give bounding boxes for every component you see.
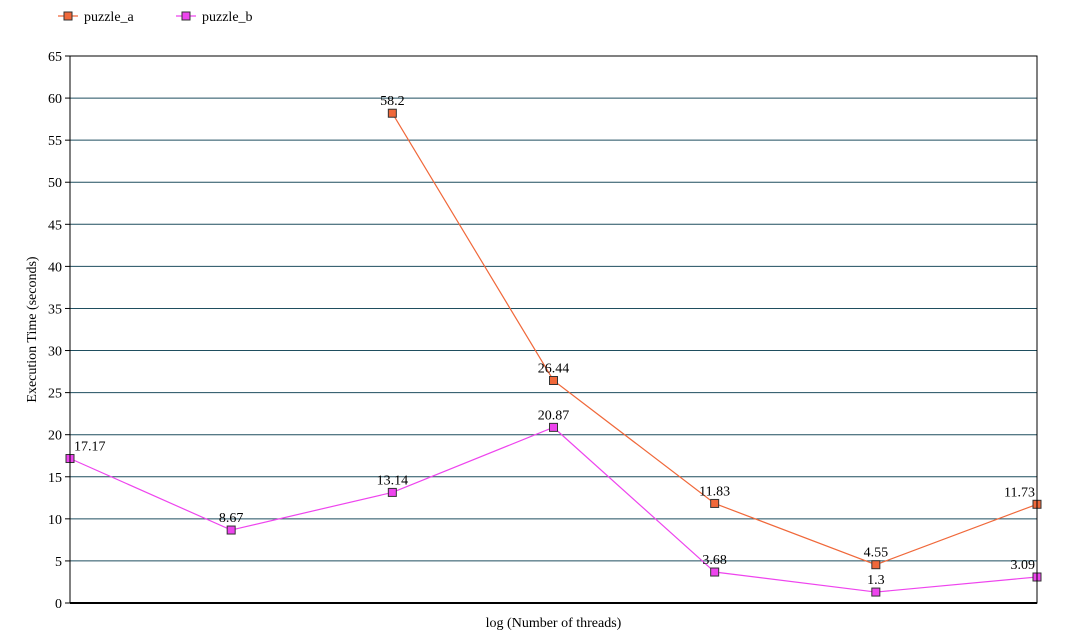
y-tick-label: 50	[48, 176, 62, 191]
y-tick-label: 20	[48, 429, 62, 444]
plot-frame	[69, 55, 1038, 604]
legend-item-puzzle_a: puzzle_a	[58, 10, 135, 25]
y-tick-label: 55	[48, 134, 62, 149]
gridlines	[70, 97, 1037, 562]
data-label: 4.55	[864, 546, 889, 561]
data-label: 20.87	[538, 408, 570, 423]
series-layer: 58.2 26.44 11.83 4.55 11.73 17.17 8.67 13.14 20.…	[65, 94, 1042, 597]
legend-marker	[63, 11, 73, 21]
data-label: 58.2	[380, 94, 405, 109]
data-point	[387, 487, 397, 497]
legend-item-puzzle_b: puzzle_b	[176, 10, 253, 25]
legend-marker	[181, 11, 191, 21]
y-tick-label: 30	[48, 345, 62, 360]
data-point	[871, 560, 881, 570]
y-tick-label: 25	[48, 387, 62, 402]
data-label: 11.73	[1004, 485, 1035, 500]
y-tick-label: 15	[48, 471, 62, 486]
y-tick-label: 60	[48, 92, 62, 107]
y-axis-title: Execution Time (seconds)	[25, 256, 40, 403]
data-label: 1.3	[867, 573, 885, 588]
y-tick-label: 65	[48, 50, 62, 65]
y-axis-ticks: 0 5 10 15 20 25 30 35 40 45 50 55 60 65	[48, 50, 70, 612]
data-label: 3.68	[702, 553, 727, 568]
series-puzzle_a: 58.2 26.44 11.83 4.55 11.73	[380, 94, 1042, 570]
data-point	[226, 525, 236, 535]
x-axis-title: log (Number of threads)	[486, 616, 622, 631]
data-label: 8.67	[219, 511, 244, 526]
y-tick-label: 10	[48, 513, 62, 528]
data-label: 17.17	[74, 440, 106, 455]
data-point	[871, 587, 881, 597]
data-point	[710, 567, 720, 577]
y-tick-label: 0	[55, 597, 62, 612]
legend: puzzle_a puzzle_b	[58, 10, 253, 25]
series-line	[69, 426, 1038, 593]
legend-label: puzzle_b	[202, 10, 253, 25]
data-label: 3.09	[1011, 558, 1036, 573]
data-label: 11.83	[699, 484, 730, 499]
data-label: 26.44	[538, 361, 570, 376]
data-label: 13.14	[377, 473, 409, 488]
y-tick-label: 45	[48, 218, 62, 233]
y-tick-label: 40	[48, 260, 62, 275]
data-point	[549, 422, 558, 432]
y-tick-label: 35	[48, 302, 62, 317]
y-tick-label: 5	[55, 555, 62, 570]
data-point	[549, 375, 558, 385]
data-point	[710, 498, 720, 508]
series-puzzle_b: 17.17 8.67 13.14 20.87 3.68 1.3 3.09	[65, 408, 1042, 597]
legend-label: puzzle_a	[84, 10, 135, 25]
data-point	[387, 108, 397, 118]
